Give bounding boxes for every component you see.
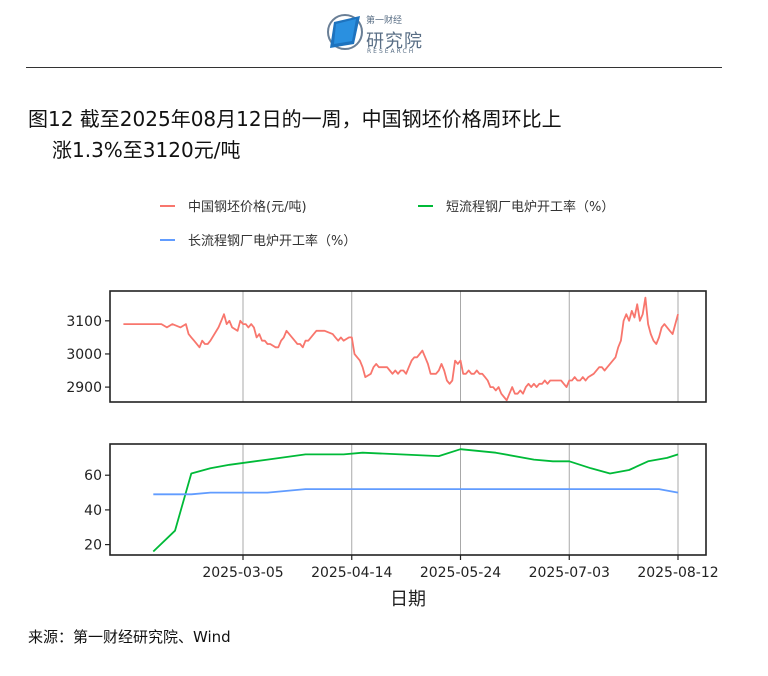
y-tick-label: 2900 (66, 380, 102, 396)
logo: 第一财经 研究院 RESEARCH (326, 10, 436, 56)
x-axis-label: 日期 (390, 589, 426, 610)
y-tick-label: 20 (84, 538, 102, 554)
y-tick-label: 40 (84, 503, 102, 519)
logo-subtext: RESEARCH (367, 48, 416, 55)
legend-label: 中国钢坯价格(元/吨) (188, 199, 307, 215)
series-line (152, 448, 679, 553)
chart: 中国钢坯价格(元/吨) 短流程钢厂电炉开工率（%） 长流程钢厂电炉开工率（%） 290… (66, 199, 718, 610)
legend-label: 短流程钢厂电炉开工率（%） (446, 199, 614, 215)
y-tick-label: 3100 (66, 314, 102, 330)
x-tick-label: 2025-08-12 (637, 565, 718, 581)
logo-small-text: 第一财经 (366, 16, 403, 26)
logo-mark-icon (327, 14, 363, 50)
title-line-2: 涨1.3%至3120元/吨 (52, 138, 241, 162)
panel-frame (109, 443, 707, 556)
y-tick-label: 60 (84, 468, 102, 484)
figure-title: 图12 截至2025年08月12日的一周，中国钢坯价格周环比上 涨1.3%至31… (28, 104, 562, 166)
x-tick-label: 2025-05-24 (420, 565, 501, 581)
y-tick-label: 3000 (66, 347, 102, 363)
x-tick-label: 2025-03-05 (202, 565, 283, 581)
title-line-1: 图12 截至2025年08月12日的一周，中国钢坯价格周环比上 (28, 107, 562, 131)
x-tick-label: 2025-07-03 (529, 565, 610, 581)
source-note: 来源：第一财经研究院、Wind (28, 628, 231, 646)
logo-text: 研究院 (366, 31, 423, 52)
panel-frame (109, 290, 707, 403)
series-line (153, 488, 679, 496)
series-line (123, 296, 679, 402)
legend-label: 长流程钢厂电炉开工率（%） (188, 233, 356, 249)
header-divider (26, 67, 722, 68)
x-tick-label: 2025-04-14 (311, 565, 392, 581)
